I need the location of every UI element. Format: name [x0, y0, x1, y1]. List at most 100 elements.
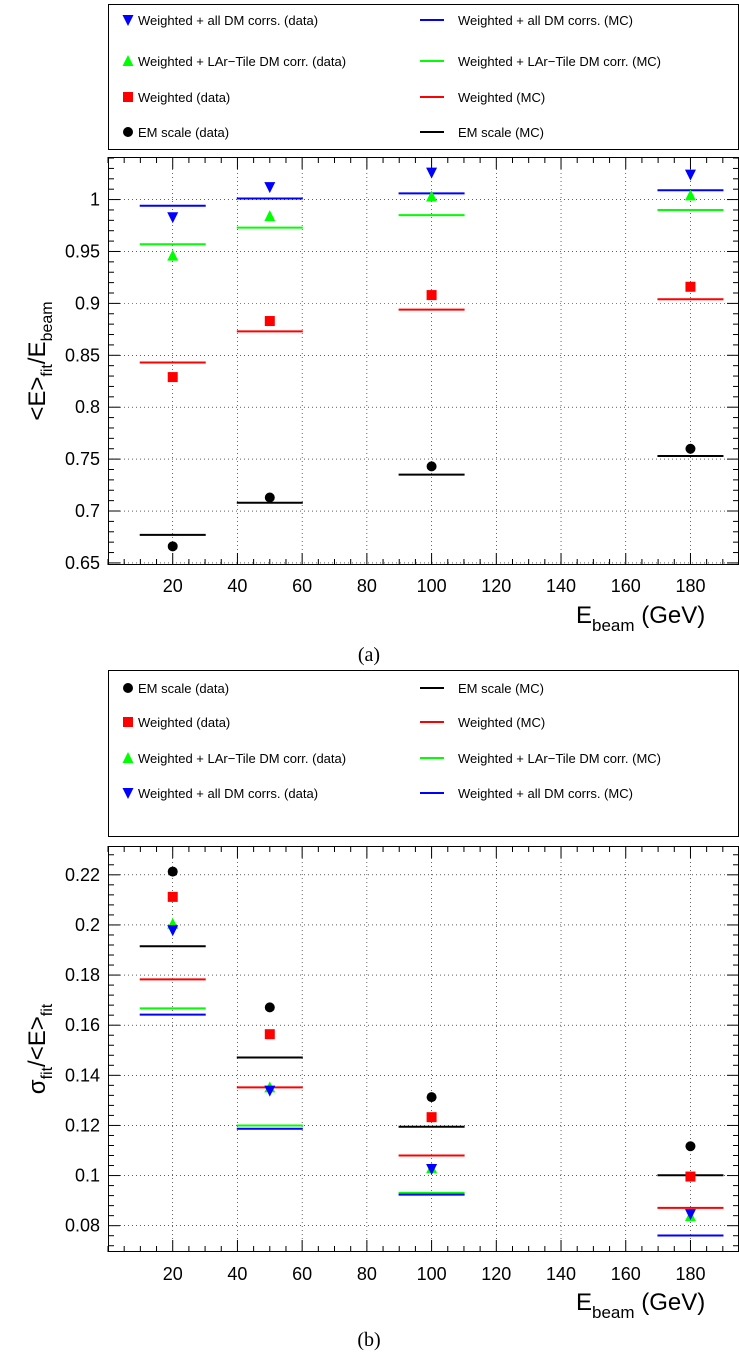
legend-item: EM scale (MC)	[420, 125, 544, 140]
data-point	[426, 167, 438, 179]
data-point	[426, 190, 438, 202]
y-tick-label: 0.08	[65, 1216, 100, 1236]
legend-label: EM scale (data)	[138, 681, 229, 696]
x-tick-label: 20	[163, 576, 183, 596]
x-tick-label: 160	[611, 576, 641, 596]
legend-label: Weighted + LAr−Tile DM corr. (MC)	[458, 751, 661, 766]
legend-item: EM scale (data)	[123, 681, 229, 696]
y-tick-label: 0.18	[65, 965, 100, 985]
x-tick-label: 20	[163, 1264, 183, 1284]
series-data	[167, 866, 696, 1152]
y-tick-label: 0.16	[65, 1015, 100, 1035]
x-axis-title: Ebeam (GeV)	[576, 602, 705, 635]
x-tick-label: 80	[357, 576, 377, 596]
y-tick-label: 0.2	[75, 915, 100, 935]
x-tick-label: 100	[417, 576, 447, 596]
legend-box	[108, 4, 739, 150]
legend-item: Weighted + LAr−Tile DM corr. (MC)	[420, 751, 661, 766]
y-axis-title-mid: /E	[24, 341, 51, 364]
x-tick-label: 60	[292, 1264, 312, 1284]
x-axis-title-unit: (GeV)	[635, 602, 706, 629]
data-point	[264, 1085, 276, 1097]
plot-area	[107, 846, 739, 1252]
legend-item: Weighted + all DM corrs. (MC)	[420, 786, 633, 801]
legend-marker	[123, 127, 133, 137]
series-data	[167, 281, 696, 383]
y-tick-label: 0.14	[65, 1065, 100, 1085]
plot-frame	[108, 157, 739, 565]
series-mc	[139, 298, 724, 364]
legend-item: Weighted (MC)	[420, 90, 545, 105]
y-tick-label: 1	[90, 190, 100, 210]
data-point	[167, 925, 179, 937]
y-tick-label: 0.95	[65, 241, 100, 261]
legend-item: Weighted + all DM corrs. (data)	[122, 786, 318, 801]
legend-marker	[122, 15, 134, 26]
data-point	[426, 290, 437, 301]
legend-item: Weighted (data)	[123, 715, 230, 730]
legend-marker	[123, 92, 133, 102]
x-axis-title-sub: beam	[592, 1303, 635, 1322]
legend-label: EM scale (data)	[138, 125, 229, 140]
legend-item: Weighted + LAr−Tile DM corr. (data)	[122, 751, 346, 766]
legend-label: EM scale (MC)	[458, 125, 544, 140]
series-data	[167, 925, 696, 1221]
legend-marker	[123, 683, 133, 693]
x-tick-label: 180	[675, 1264, 705, 1284]
legend-item: Weighted (MC)	[420, 715, 545, 730]
data-point	[684, 169, 696, 181]
y-axis-title-sub1: fit	[39, 364, 56, 377]
y-axis-title-sub2: beam	[39, 301, 56, 341]
x-axis-title-unit: (GeV)	[635, 1289, 706, 1316]
legend-label: Weighted + LAr−Tile DM corr. (MC)	[458, 54, 661, 69]
x-axis-title: Ebeam (GeV)	[576, 1289, 705, 1322]
series-data	[167, 167, 696, 224]
legend-label: Weighted (MC)	[458, 715, 545, 730]
data-point	[685, 281, 696, 292]
data-point	[167, 372, 178, 383]
series-data	[167, 189, 696, 261]
legend-item: EM scale (MC)	[420, 681, 544, 696]
x-tick-label: 80	[357, 1264, 377, 1284]
y-axis-title: <E>fit/Ebeam	[24, 301, 56, 420]
data-point	[685, 1141, 696, 1152]
data-point	[167, 249, 179, 261]
data-point	[264, 1029, 275, 1040]
data-point	[685, 1171, 696, 1182]
x-tick-label: 100	[417, 1264, 447, 1284]
legend: Weighted + all DM corrs. (data) Weighted …	[108, 4, 739, 150]
x-tick-label: 140	[546, 1264, 576, 1284]
legend-item: EM scale (data)	[123, 125, 229, 140]
y-tick-label: 0.9	[75, 293, 100, 313]
data-point	[426, 1164, 438, 1176]
series-mc	[139, 1013, 724, 1237]
data-point	[264, 316, 275, 327]
panel-caption: (a)	[358, 644, 380, 666]
x-axis-title-main: E	[576, 602, 592, 629]
data-point	[685, 443, 696, 454]
x-tick-label: 120	[481, 576, 511, 596]
legend-item: Weighted + all DM corrs. (data)	[122, 13, 318, 28]
legend-label: Weighted + LAr−Tile DM corr. (data)	[138, 54, 346, 69]
y-tick-label: 0.75	[65, 449, 100, 469]
series-data	[167, 891, 696, 1182]
y-axis-title-sub2: fit	[39, 1003, 56, 1016]
legend-label: Weighted + LAr−Tile DM corr. (data)	[138, 751, 346, 766]
data-point	[264, 182, 276, 194]
legend: EM scale (data) EM scale (MC) Weighted (da…	[108, 670, 739, 837]
legend-item: Weighted + LAr−Tile DM corr. (MC)	[420, 54, 661, 69]
legend-marker	[122, 788, 134, 799]
x-axis-title-main: E	[576, 1289, 592, 1316]
legend-marker	[122, 55, 134, 66]
y-tick-label: 0.65	[65, 553, 100, 573]
legend-item: Weighted + LAr−Tile DM corr. (data)	[122, 54, 346, 69]
x-tick-label: 120	[481, 1264, 511, 1284]
y-axis-title-main: σ	[24, 1079, 51, 1094]
plot-area	[107, 157, 739, 565]
y-axis-title: σfit/<E>fit	[24, 1003, 56, 1094]
data-point	[264, 210, 276, 222]
legend-label: EM scale (MC)	[458, 681, 544, 696]
data-point	[167, 891, 178, 902]
data-point	[684, 189, 696, 201]
